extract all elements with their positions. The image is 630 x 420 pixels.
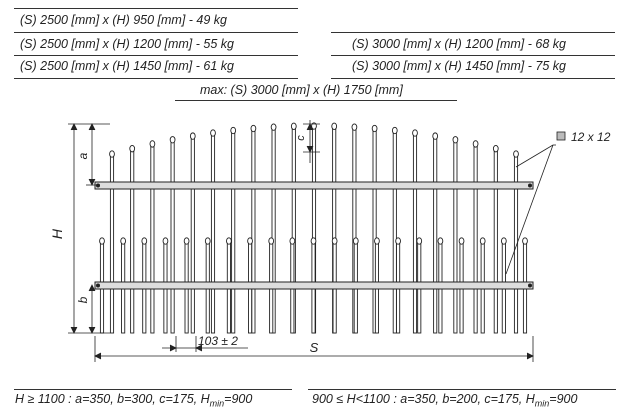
spec-rule [175,100,457,101]
tall-picket [150,144,155,334]
tall-picket-tip [270,123,277,131]
short-picket-tip [310,237,317,245]
rail-bolt [528,183,532,188]
tall-picket [210,133,216,334]
dimension-a [86,123,100,186]
short-picket-tip [395,237,401,245]
short-picket-tip [247,237,253,245]
short-picket-tip [479,237,486,245]
label-H: H [49,228,65,239]
short-picket-tip [437,237,444,245]
bottom-rail [94,281,534,290]
tall-picket [170,140,175,334]
spec-row-left-3: (S) 2500 [mm] x (H) 1450 [mm] - 61 kg [20,59,234,73]
dimension-S [94,336,534,362]
footer-condition-right: 900 ≤ H<1100 : a=350, b=200, c=175, Hmin… [312,392,578,409]
tall-picket [412,133,418,334]
dimension-spacing [162,336,248,352]
tall-picket-tip [492,145,499,153]
short-picket-tip [331,237,338,245]
tall-picket [251,129,256,334]
spec-rule [14,55,298,56]
rail-bolt [96,283,100,288]
tall-picket-tip [250,124,257,133]
short-picket-tip [522,237,528,245]
short-picket-tip [268,237,275,245]
short-picket-tip [289,237,296,245]
tall-picket-tip [412,129,418,137]
short-picket-tip [183,237,190,245]
tall-picket-tip [391,126,398,135]
tall-picket-tip [210,129,216,137]
tall-picket-tip [331,122,338,130]
max-spec: max: (S) 3000 [mm] x (H) 1750 [mm] [200,83,403,97]
top-rail [94,181,534,190]
spec-rule [14,78,298,79]
short-picket-tip [162,237,169,245]
dimension-H [68,123,110,334]
short-picket-tip [226,237,232,245]
spec-rule [14,32,298,33]
short-picket-tip [416,237,423,245]
spec-rule [331,55,615,56]
tall-picket [392,131,397,334]
rail-bolt [528,283,532,288]
tall-picket-tip [290,122,297,130]
tall-picket-tip [452,136,459,144]
tall-picket [231,131,236,334]
short-picket-tip [204,237,211,245]
tall-picket-tip [513,150,519,158]
spec-rule [331,32,615,33]
tall-picket-tip [432,132,439,140]
label-b: b [76,296,90,303]
tall-picket-tip [230,126,237,135]
tall-picket-tip [129,145,136,153]
short-picket-tip [374,237,380,245]
tall-picket-tip [109,150,115,158]
tall-picket [493,149,498,334]
label-bar-size: 12 x 12 [571,130,611,144]
tall-picket-tip [371,124,378,133]
label-a: a [76,152,90,159]
tall-picket-tip [149,140,156,148]
short-picket-tip [458,237,465,245]
tall-picket [130,149,135,334]
bar-size-callout [505,144,556,275]
label-S: S [310,340,319,355]
tall-picket [433,136,438,334]
spec-rule [14,8,298,9]
rail-bolt [96,183,100,188]
tall-picket [190,136,195,334]
spec-row-right-2: (S) 3000 [mm] x (H) 1450 [mm] - 75 kg [352,59,566,73]
footer-rule [308,389,616,390]
dimension-c [303,120,320,163]
short-picket-tip [141,237,148,245]
tall-picket-tip [472,140,479,148]
label-c: c [295,135,307,141]
tall-picket [473,144,478,334]
spec-rule [331,78,615,79]
tall-picket [453,140,458,334]
tall-picket-tip [351,123,358,131]
spec-row-left-1: (S) 2500 [mm] x (H) 950 [mm] - 49 kg [20,13,227,27]
spec-row-right-1: (S) 3000 [mm] x (H) 1200 [mm] - 68 kg [352,37,566,51]
short-picket-tip [99,237,105,245]
dimension-b [88,284,96,334]
tall-picket-tip [169,136,176,144]
short-picket-tip [120,237,127,245]
footer-condition-left: H ≥ 1100 : a=350, b=300, c=175, Hmin=900 [15,392,253,409]
bar-section-icon [556,131,566,141]
footer-rule [14,389,292,390]
tall-picket-tip [189,132,196,140]
short-picket-tip [501,237,507,245]
short-picket-tip [352,237,359,245]
label-spacing: 103 ± 2 [198,334,238,348]
fence-pickets [99,122,528,334]
spec-row-left-2: (S) 2500 [mm] x (H) 1200 [mm] - 55 kg [20,37,234,51]
